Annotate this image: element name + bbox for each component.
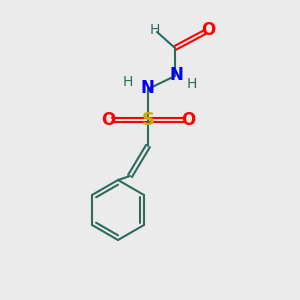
Text: O: O (101, 111, 115, 129)
Text: O: O (201, 21, 215, 39)
Text: N: N (140, 79, 154, 97)
Text: O: O (181, 111, 195, 129)
Text: H: H (123, 75, 133, 89)
Text: S: S (142, 111, 154, 129)
Text: H: H (187, 77, 197, 91)
Text: N: N (169, 66, 183, 84)
Text: H: H (150, 23, 160, 37)
